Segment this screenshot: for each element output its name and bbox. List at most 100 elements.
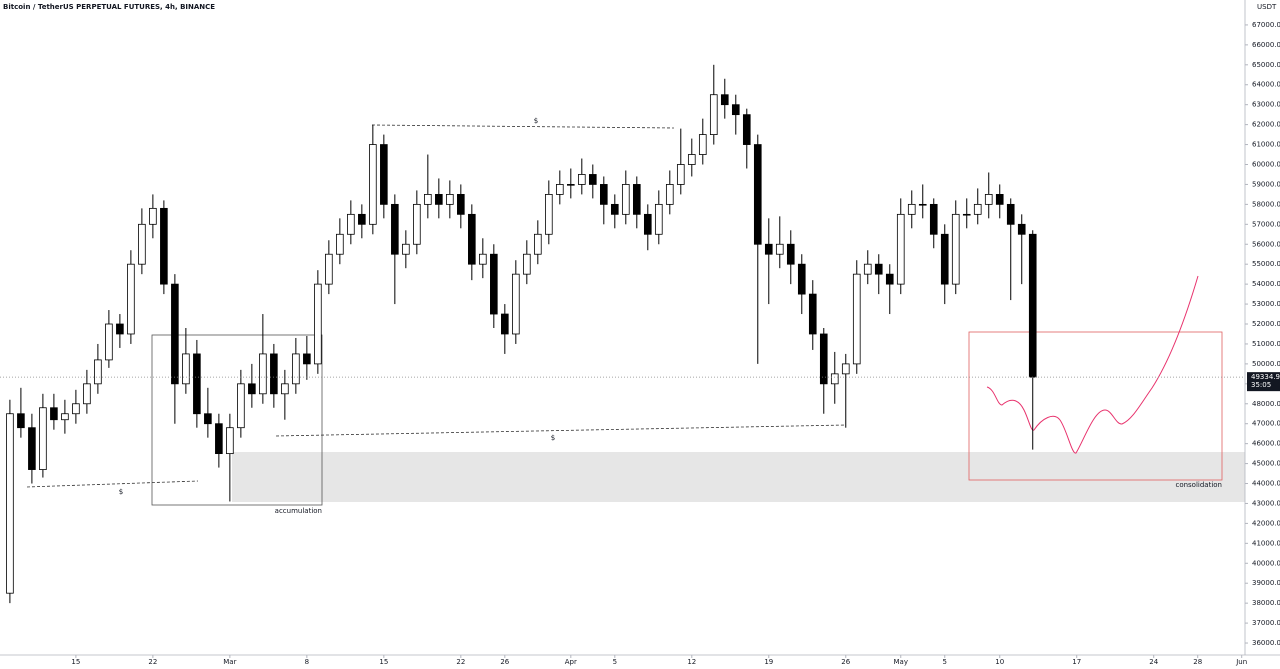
candle-body — [556, 184, 564, 195]
candle-body — [720, 94, 729, 106]
candle-body — [413, 203, 421, 245]
x-tick-label: 8 — [305, 658, 309, 666]
candle-body — [347, 213, 355, 235]
candle-body — [951, 213, 960, 285]
candle-body — [907, 203, 916, 215]
y-tick-label: 60000.00 — [1252, 160, 1280, 168]
y-tick-label: 52000.00 — [1252, 320, 1280, 328]
candle-body — [962, 213, 971, 216]
candle-body — [380, 144, 388, 205]
candle-body — [742, 114, 751, 145]
projection-curve — [986, 275, 1199, 454]
candle-body — [874, 263, 883, 275]
candle-body — [138, 223, 146, 265]
candle-body — [841, 363, 850, 375]
candle-body — [281, 383, 289, 395]
y-tick-label: 53000.00 — [1252, 300, 1280, 308]
last-price-box — [1247, 372, 1280, 392]
candle-body — [665, 184, 674, 205]
candle-body — [632, 184, 641, 215]
candle-body — [391, 203, 399, 255]
candle-body — [149, 207, 157, 225]
candle-body — [654, 203, 663, 235]
candle-body — [358, 213, 366, 225]
y-tick-label: 54000.00 — [1252, 280, 1280, 288]
candle-body — [446, 194, 454, 205]
candle-body — [786, 243, 795, 265]
axis-unit: USDT — [1257, 3, 1277, 11]
candle-body — [764, 243, 773, 255]
candle-body — [1017, 223, 1026, 235]
candle-body — [512, 273, 520, 335]
candle-body — [588, 174, 597, 185]
candle-body — [621, 184, 630, 215]
candle-body — [17, 413, 25, 429]
chart-title: Bitcoin / TetherUS PERPETUAL FUTURES, 4h… — [3, 3, 215, 11]
y-tick-label: 48000.00 — [1252, 400, 1280, 408]
candle-body — [105, 323, 113, 361]
candle-body — [687, 154, 696, 165]
dashed-line — [371, 124, 675, 129]
x-tick-label: May — [894, 658, 908, 666]
candles — [6, 64, 1037, 604]
dashed-line — [26, 480, 199, 488]
candle-body — [325, 253, 333, 285]
candle-body — [6, 413, 14, 594]
candle-body — [182, 353, 190, 385]
candle-body — [215, 423, 223, 455]
candle-body — [303, 353, 311, 365]
candle-body — [270, 353, 278, 395]
candle-body — [39, 407, 47, 470]
candle-body — [94, 359, 102, 385]
y-tick-label: 59000.00 — [1252, 180, 1280, 188]
y-tick-label: 57000.00 — [1252, 220, 1280, 228]
y-tick-label: 37000.00 — [1252, 619, 1280, 627]
y-tick-label: 50000.00 — [1252, 360, 1280, 368]
y-tick-label: 63000.00 — [1252, 101, 1280, 109]
candle-body — [50, 407, 58, 421]
candle-body — [501, 313, 509, 335]
x-tick-label: 28 — [1193, 658, 1202, 666]
y-tick-label: 42000.00 — [1252, 519, 1280, 527]
candle-body — [545, 194, 553, 235]
x-tick-label: Jun — [1235, 658, 1247, 666]
x-tick-label: 26 — [500, 658, 509, 666]
y-tick-label: 40000.00 — [1252, 559, 1280, 567]
consolidation-box — [968, 331, 1223, 481]
candle-body — [676, 164, 685, 185]
candle-body — [490, 253, 498, 315]
y-tick-label: 58000.00 — [1252, 200, 1280, 208]
candle-body — [599, 184, 608, 205]
y-tick-label: 38000.00 — [1252, 599, 1280, 607]
annotation: consolidation — [1175, 481, 1222, 489]
candle-body — [468, 213, 476, 265]
candle-body — [259, 353, 267, 395]
candle-body — [885, 273, 894, 285]
x-tick-label: Apr — [565, 658, 577, 666]
candle-body — [643, 213, 652, 235]
candle-body — [1006, 203, 1015, 225]
candle-body — [797, 263, 806, 295]
candle-body — [984, 194, 993, 205]
y-tick-label: 66000.00 — [1252, 41, 1280, 49]
y-tick-label: 51000.00 — [1252, 340, 1280, 348]
candle-body — [534, 233, 542, 255]
candle-body — [314, 283, 322, 365]
y-tick-label: 65000.00 — [1252, 61, 1280, 69]
candle-body — [995, 194, 1004, 205]
candle-body — [896, 213, 905, 285]
candle-body — [610, 203, 619, 215]
candle-body — [402, 243, 410, 255]
x-tick-label: 24 — [1149, 658, 1158, 666]
candle-body — [830, 373, 839, 385]
x-tick-label: 19 — [764, 658, 773, 666]
candle-body — [863, 263, 872, 275]
x-tick-label: 15 — [71, 658, 80, 666]
y-tick-label: 56000.00 — [1252, 240, 1280, 248]
candle-body — [83, 383, 91, 405]
candle-body — [369, 144, 377, 225]
y-tick-label: 67000.00 — [1252, 21, 1280, 29]
candle-body — [808, 293, 817, 335]
y-tick-label: 62000.00 — [1252, 121, 1280, 129]
candle-body — [929, 203, 938, 235]
